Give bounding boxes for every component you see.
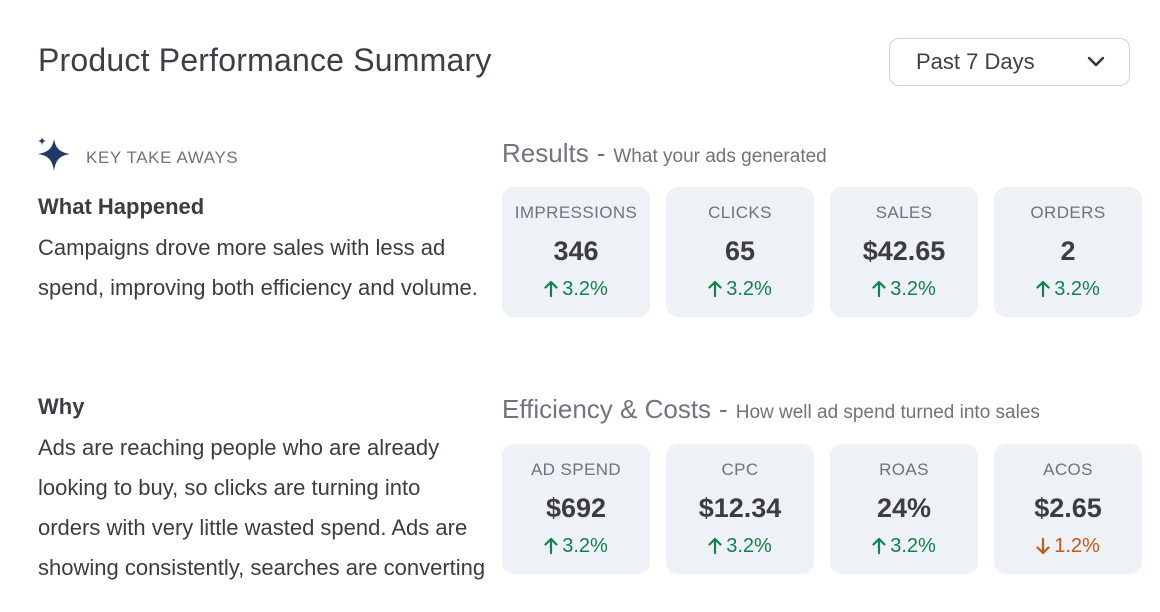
metric-change-value: 3.2% (1054, 278, 1100, 300)
takeaways-label: KEY TAKE AWAYS (86, 147, 239, 167)
metric-label: ROAS (879, 460, 929, 479)
takeaways-header: KEY TAKE AWAYS (36, 136, 238, 179)
metric-card-acos: ACOS $2.65 1.2% (994, 444, 1142, 574)
metric-value: $42.65 (862, 236, 946, 266)
metric-label: CLICKS (708, 203, 772, 222)
arrow-up-icon (544, 280, 558, 298)
metric-label: ACOS (1043, 460, 1093, 479)
metric-value: 65 (724, 236, 756, 266)
metric-change-value: 3.2% (726, 535, 772, 557)
arrow-up-icon (708, 537, 722, 555)
arrow-up-icon (872, 280, 886, 298)
sparkle-icon (36, 136, 74, 179)
metric-card-roas: ROAS 24% 3.2% (830, 444, 978, 574)
arrow-up-icon (708, 280, 722, 298)
metric-card-ad-spend: AD SPEND $692 3.2% (502, 444, 650, 574)
metric-change: 3.2% (830, 531, 978, 561)
metric-change: 3.2% (666, 531, 814, 561)
date-range-value: Past 7 Days (916, 49, 1035, 74)
arrow-down-icon (1036, 537, 1050, 555)
metric-value: 346 (553, 236, 599, 266)
metric-card-clicks: CLICKS 65 3.2% (666, 187, 814, 317)
chevron-down-icon (1087, 56, 1105, 68)
metric-value: 2 (1060, 236, 1076, 266)
metric-change: 3.2% (502, 274, 650, 304)
results-title-main: Results (502, 138, 589, 168)
metric-card-cpc: CPC $12.34 3.2% (666, 444, 814, 574)
arrow-up-icon (544, 537, 558, 555)
efficiency-title-main: Efficiency & Costs (502, 394, 712, 424)
metric-change-value: 3.2% (726, 278, 772, 300)
efficiency-cards: AD SPEND $692 3.2% CPC $12.34 3.2% ROAS 24% 3.2%… (502, 444, 1142, 574)
metric-change-value: 3.2% (890, 278, 936, 300)
metric-change: 1.2% (994, 531, 1142, 561)
title-separator: - (596, 138, 606, 168)
metric-change: 3.2% (994, 274, 1142, 304)
metric-label: SALES (875, 203, 933, 222)
metric-change-value: 1.2% (1054, 535, 1100, 557)
results-subtitle: What your ads generated (613, 146, 827, 167)
metric-label: CPC (721, 460, 759, 479)
metric-change-value: 3.2% (890, 535, 936, 557)
metric-change: 3.2% (502, 531, 650, 561)
date-range-select[interactable]: Past 7 Days (889, 38, 1130, 86)
metric-value: 24% (876, 493, 932, 523)
metric-card-sales: SALES $42.65 3.2% (830, 187, 978, 317)
metric-label: IMPRESSIONS (514, 203, 638, 222)
metric-change-value: 3.2% (562, 535, 608, 557)
metric-change: 3.2% (666, 274, 814, 304)
metric-change-value: 3.2% (562, 278, 608, 300)
results-title: Results - What your ads generated (502, 138, 827, 169)
metric-value: $12.34 (698, 493, 782, 523)
metric-label: AD SPEND (530, 460, 622, 479)
what-happened-heading: What Happened (38, 194, 205, 219)
arrow-up-icon (1036, 280, 1050, 298)
title-separator: - (719, 394, 728, 424)
metric-label: ORDERS (1030, 203, 1106, 222)
why-text: Ads are reaching people who are already … (38, 435, 486, 580)
page-title: Product Performance Summary (38, 42, 492, 78)
arrow-up-icon (872, 537, 886, 555)
metric-value: $692 (545, 493, 607, 523)
what-happened-text: Campaigns drove more sales with less ad … (38, 235, 478, 300)
results-cards: IMPRESSIONS 346 3.2% CLICKS 65 3.2% SALES $42.6… (502, 187, 1142, 317)
efficiency-title: Efficiency & Costs - How well ad spend t… (502, 394, 1040, 425)
metric-change: 3.2% (830, 274, 978, 304)
metric-card-impressions: IMPRESSIONS 346 3.2% (502, 187, 650, 317)
metric-value: $2.65 (1034, 493, 1102, 523)
metric-card-orders: ORDERS 2 3.2% (994, 187, 1142, 317)
efficiency-subtitle: How well ad spend turned into sales (735, 402, 1040, 423)
why-heading: Why (38, 394, 85, 419)
